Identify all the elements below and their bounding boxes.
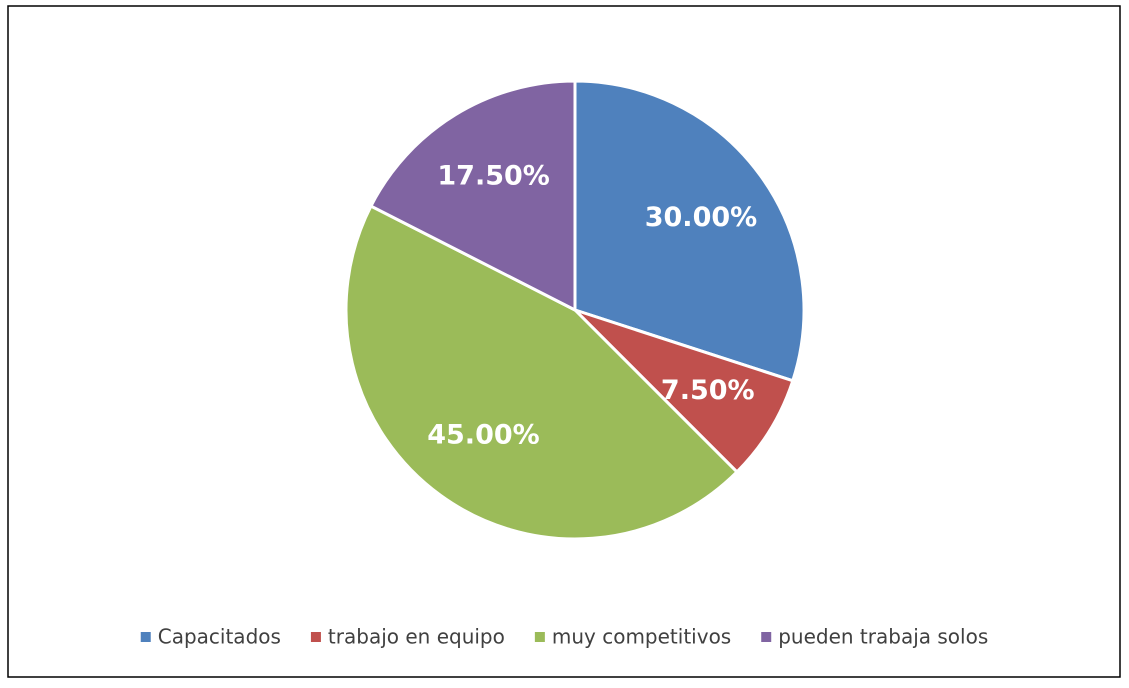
legend-marker <box>140 632 151 642</box>
slice-label: 7.50% <box>661 375 755 406</box>
legend: Capacitados trabajo en equipo muy competit… <box>140 625 988 649</box>
slice-label: 17.50% <box>437 161 549 192</box>
pie-slice <box>368 79 577 313</box>
pie-slice <box>344 204 740 541</box>
slice-label: 30.00% <box>645 202 757 233</box>
legend-marker <box>761 632 772 642</box>
legend-label: Capacitados <box>158 625 281 649</box>
legend-marker <box>534 632 545 642</box>
pie: 30.00% 7.50% 45.00% 17.50% <box>344 79 806 541</box>
legend-label: trabajo en equipo <box>328 625 505 649</box>
legend-label: muy competitivos <box>552 625 731 649</box>
legend-marker <box>310 632 321 642</box>
pie-slice <box>573 79 806 383</box>
pie-slice <box>573 308 795 475</box>
legend-label: pueden trabaja solos <box>778 625 988 649</box>
slice-label: 45.00% <box>427 419 539 450</box>
